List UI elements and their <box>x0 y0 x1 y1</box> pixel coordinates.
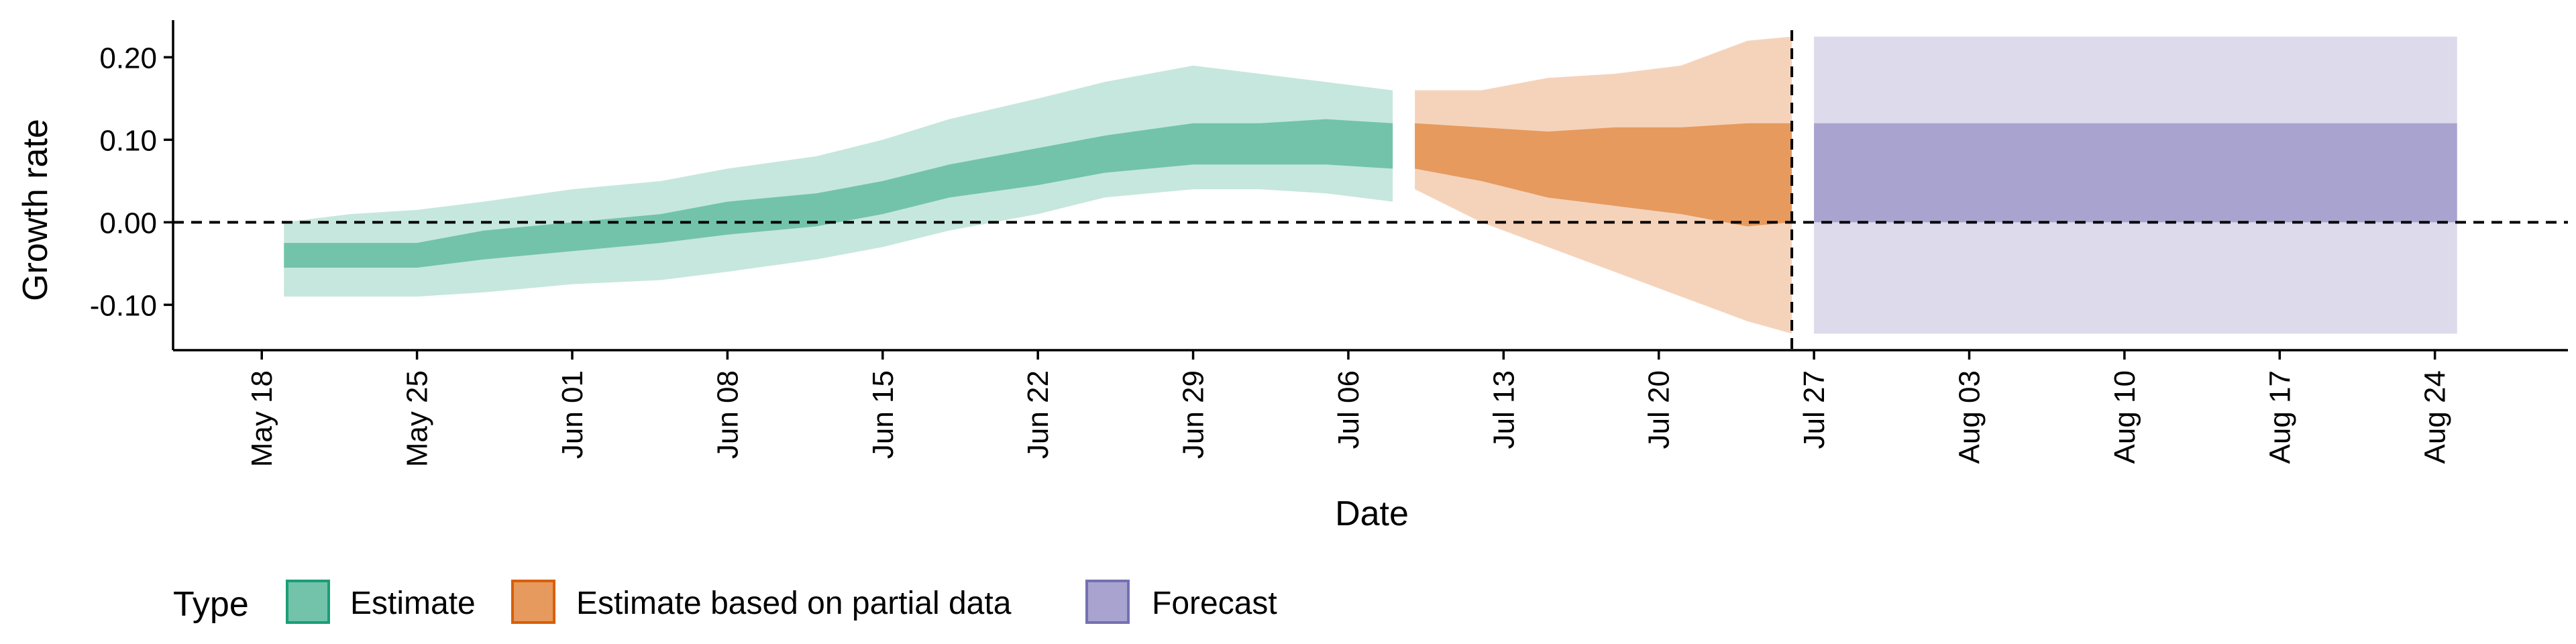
x-tick-label: May 18 <box>246 370 278 467</box>
x-tick-label: Jun 01 <box>556 370 589 459</box>
x-tick-label: Jun 15 <box>867 370 900 459</box>
legend-label-forecast: Forecast <box>1152 586 1277 621</box>
y-tick-label: -0.10 <box>90 289 157 322</box>
x-tick-label: Jun 22 <box>1022 370 1055 459</box>
legend-swatch-estimate-based-on-partial-data <box>511 580 555 624</box>
x-tick-label: Jul 27 <box>1798 370 1831 449</box>
legend: Type Estimate Estimate based on partial d… <box>173 580 1277 624</box>
legend-swatch-estimate <box>286 580 330 624</box>
reference-lines <box>173 30 2568 350</box>
legend-title: Type <box>173 585 249 624</box>
axes: -0.10 0.00 0.10 0.20 May 18 May 25 Jun 01 Jun 0… <box>90 20 2568 467</box>
x-tick-label: Jun 29 <box>1177 370 1210 459</box>
legend-label-estimate-based-on-partial-data: Estimate based on partial data <box>576 586 1012 621</box>
x-tick-label: Jun 08 <box>711 370 744 459</box>
x-tick-label: Aug 03 <box>1953 370 1986 464</box>
x-tick-label: Jul 20 <box>1643 370 1676 449</box>
legend-swatch-forecast <box>1085 580 1130 624</box>
estimate-inner-band <box>284 119 1393 268</box>
estimate-based-on-partial-data-inner-band <box>1415 123 1792 227</box>
x-tick-label: Aug 10 <box>2108 370 2141 464</box>
y-tick-label: 0.20 <box>99 42 157 74</box>
x-tick-label: Aug 24 <box>2419 370 2452 464</box>
legend-label-estimate: Estimate <box>350 586 476 621</box>
y-tick-label: 0.10 <box>99 124 157 157</box>
y-axis-label: Growth rate <box>16 119 55 301</box>
forecast-inner-band <box>1814 123 2457 223</box>
x-tick-label: Jul 06 <box>1332 370 1365 449</box>
x-tick-label: Jul 13 <box>1487 370 1520 449</box>
y-tick-label: 0.00 <box>99 207 157 239</box>
x-tick-label: May 25 <box>401 370 434 467</box>
x-tick-label: Aug 17 <box>2263 370 2296 464</box>
x-axis-label: Date <box>1335 494 1409 533</box>
plot-area <box>284 36 2457 334</box>
